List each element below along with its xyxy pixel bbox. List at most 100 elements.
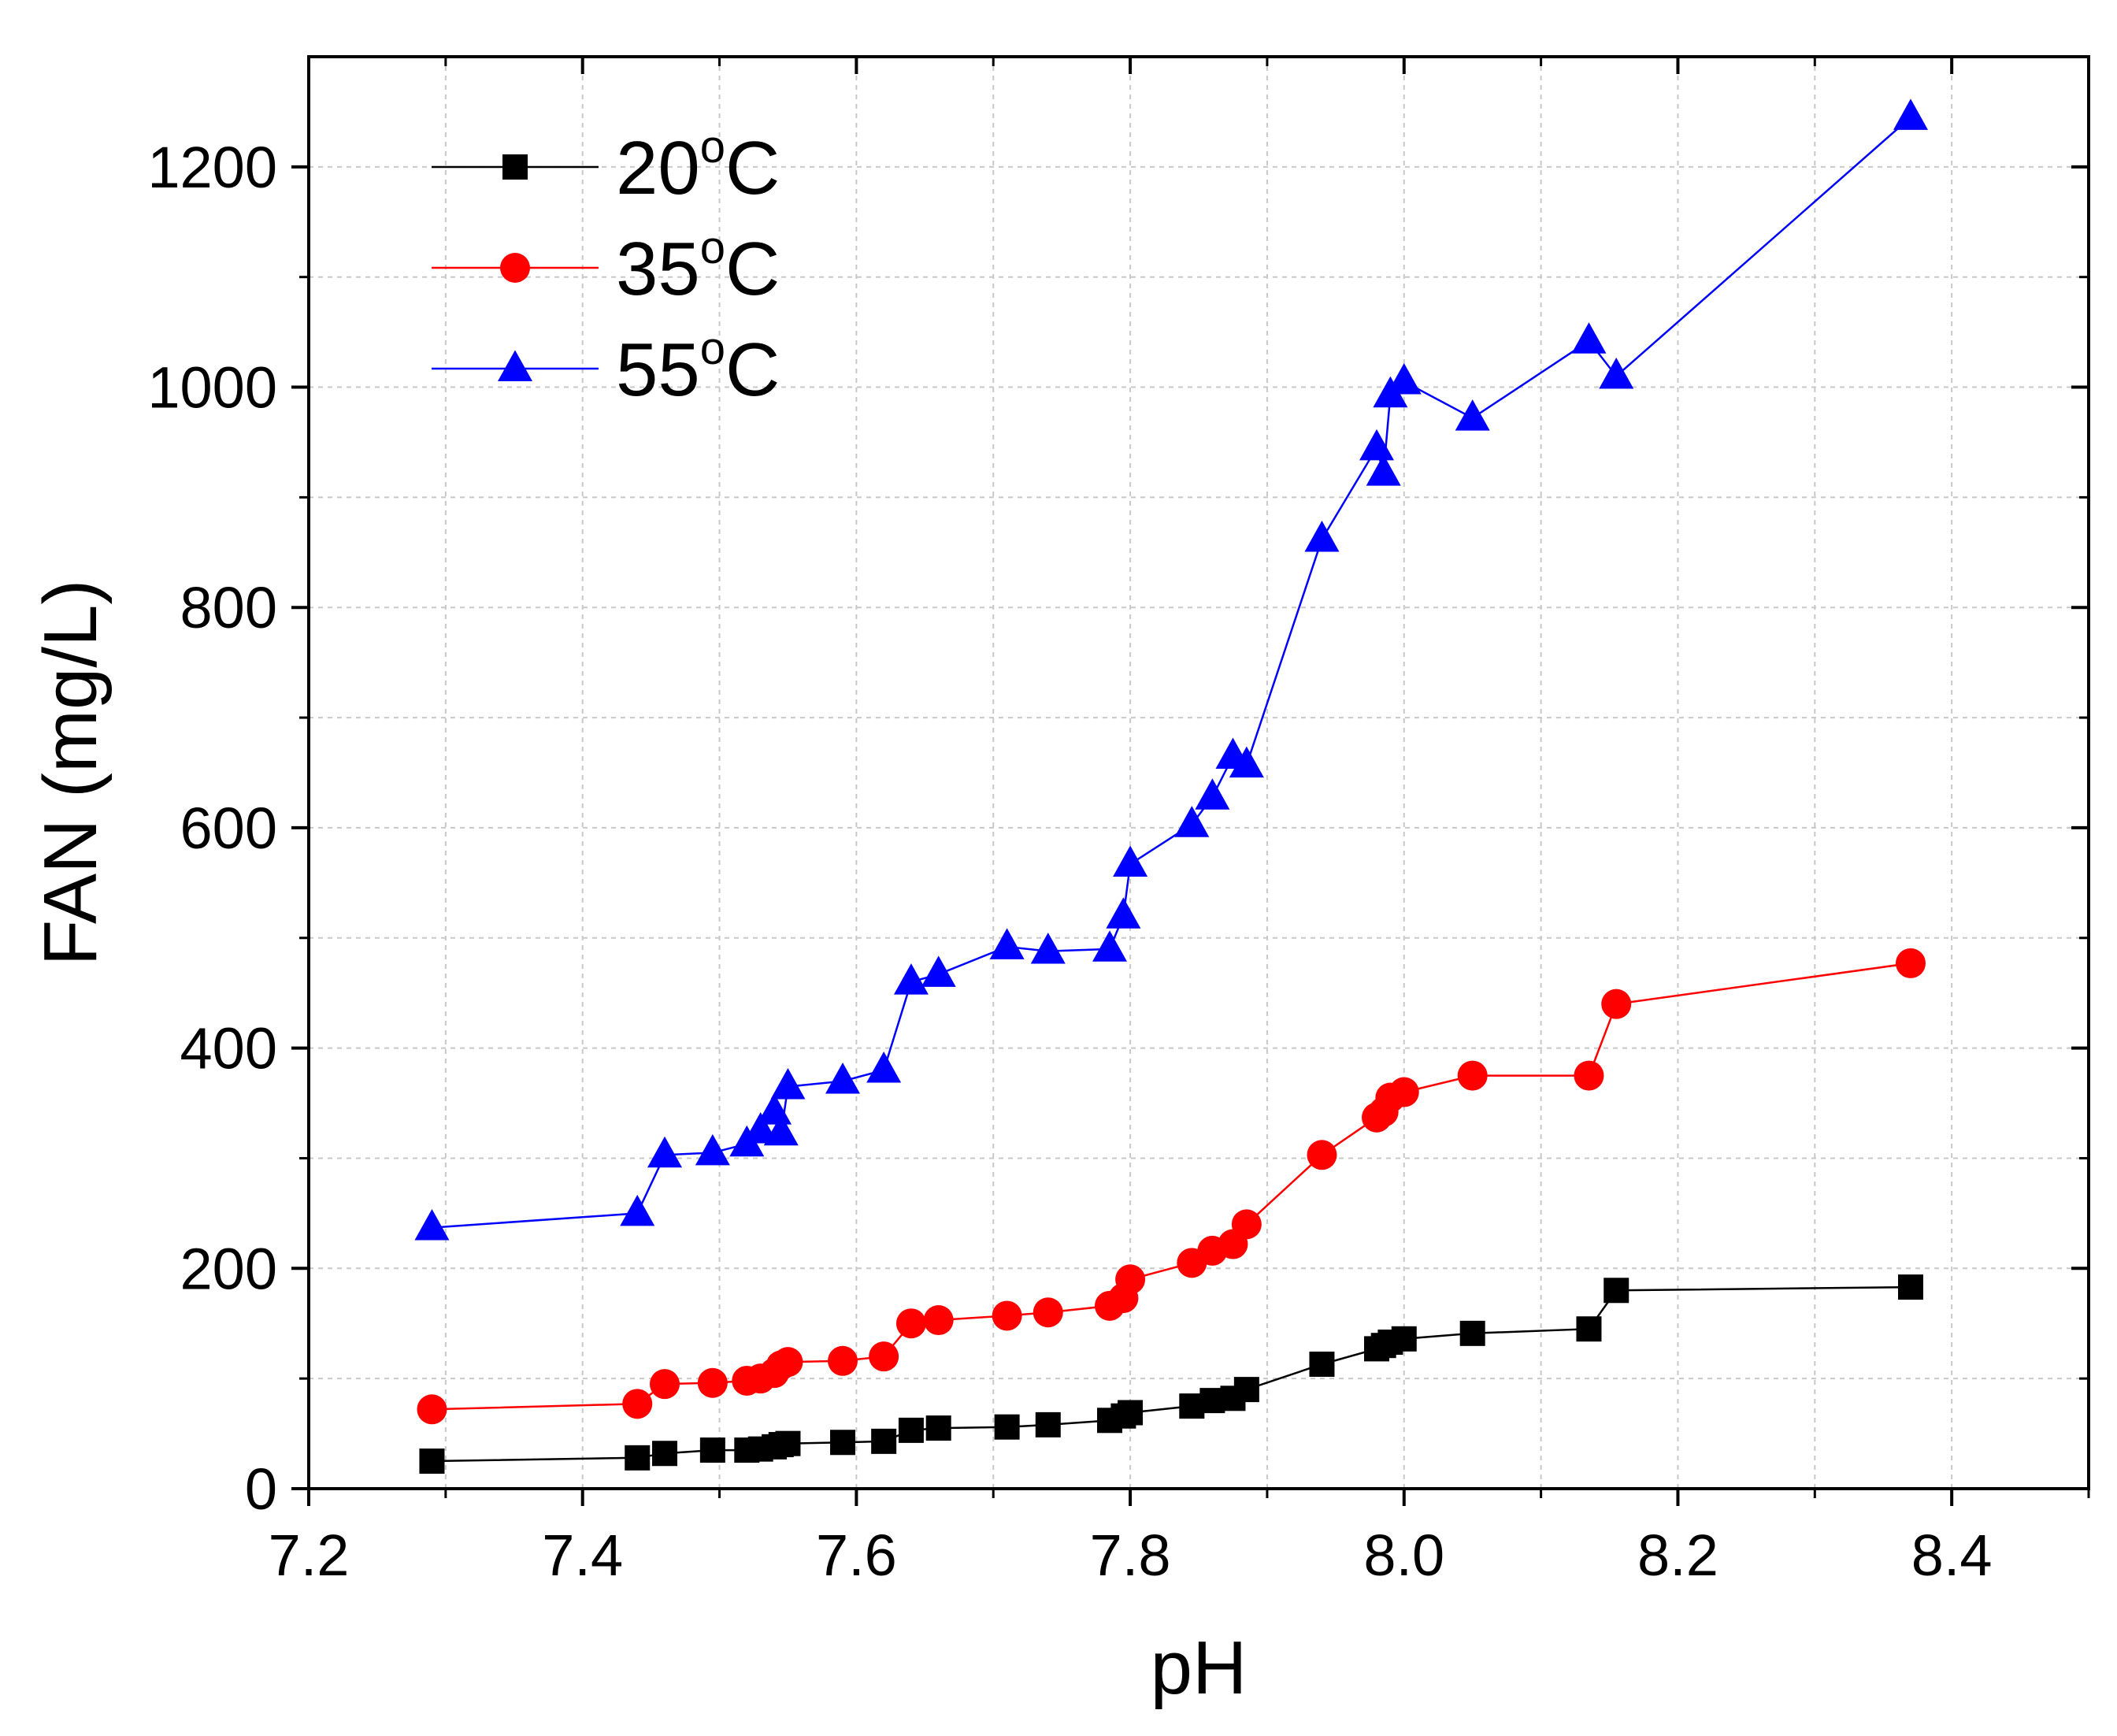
legend-item-20C: 20oC (432, 121, 780, 210)
data-point (869, 1341, 899, 1372)
y-tick-label: 400 (180, 1016, 277, 1081)
data-point (1118, 1400, 1144, 1426)
data-point (417, 1394, 447, 1425)
data-point (925, 1415, 951, 1441)
legend: 20oC 35oC 55oC (432, 121, 780, 412)
legend-label: 20oC (616, 121, 780, 210)
data-point (1388, 1077, 1419, 1107)
data-point (1309, 1351, 1335, 1377)
data-point (1195, 778, 1230, 810)
data-point (1455, 399, 1490, 431)
data-point (697, 1367, 728, 1398)
data-point (770, 1068, 806, 1100)
data-point (994, 1414, 1020, 1440)
data-point (1233, 1377, 1259, 1403)
data-point (652, 1441, 677, 1467)
data-point (1576, 1316, 1602, 1342)
data-point (1457, 1060, 1488, 1091)
y-tick-label: 200 (180, 1236, 277, 1301)
data-point (1366, 454, 1401, 486)
data-point (989, 928, 1025, 959)
data-point (695, 1133, 730, 1166)
legend-marker (500, 253, 530, 283)
legend-item-55C: 55oC (432, 323, 780, 412)
x-tick-label: 7.4 (542, 1523, 623, 1588)
y-axis-label: FAN (mg/L) (28, 580, 113, 966)
x-tick-label: 7.6 (816, 1523, 897, 1588)
data-point (1896, 948, 1926, 978)
y-tick-label: 1200 (147, 135, 277, 200)
plot-frame (307, 55, 2090, 1490)
data-point (893, 963, 929, 995)
data-point (699, 1437, 725, 1463)
data-point (625, 1445, 651, 1471)
x-tick-label: 7.2 (269, 1523, 350, 1588)
data-point (1574, 1060, 1604, 1091)
data-point (1035, 1411, 1061, 1437)
series-line (432, 962, 1911, 1411)
data-point (757, 1093, 792, 1125)
data-point (1391, 1326, 1417, 1352)
x-tick-label: 8.0 (1363, 1523, 1444, 1588)
data-point (1307, 1140, 1337, 1170)
data-point (622, 1389, 653, 1419)
data-point (1229, 746, 1264, 778)
data-point (1386, 362, 1422, 395)
data-point (743, 1111, 778, 1144)
series-55C (414, 98, 1928, 1241)
data-point (647, 1136, 682, 1168)
data-point (1893, 98, 1928, 130)
series-35C (417, 948, 1926, 1425)
series-20C (419, 1274, 1923, 1474)
data-point (1231, 1209, 1262, 1240)
data-point (763, 1114, 799, 1146)
data-point (871, 1428, 897, 1454)
y-tick-label: 800 (180, 575, 277, 640)
data-point (1359, 428, 1394, 461)
data-point (1599, 357, 1634, 389)
y-tick-label: 0 (245, 1456, 277, 1522)
data-point (895, 1308, 926, 1339)
legend-label: 55oC (616, 323, 780, 412)
data-point (1304, 520, 1340, 552)
plot-series (414, 98, 1928, 1474)
x-tick-label: 7.8 (1090, 1523, 1171, 1588)
data-point (1030, 932, 1066, 964)
data-point (1115, 1264, 1146, 1295)
data-point (898, 1417, 924, 1443)
data-point (992, 1300, 1022, 1331)
data-point (773, 1347, 803, 1378)
data-point (1604, 1278, 1629, 1304)
y-tick-label: 1000 (147, 355, 277, 421)
data-point (775, 1430, 801, 1456)
data-point (1092, 930, 1127, 962)
data-point (419, 1449, 445, 1474)
data-point (828, 1345, 858, 1376)
data-point (1106, 897, 1141, 929)
data-point (1033, 1297, 1063, 1328)
legend-label: 35oC (616, 222, 780, 311)
data-point (1113, 845, 1148, 877)
data-point (866, 1052, 902, 1083)
axes: 7.2 7.4 7.6 7.8 8.0 8.2 8.4 0 200 400 600 800 1000 12… (147, 57, 2090, 1588)
grid-lines (309, 57, 2089, 1489)
legend-marker (502, 154, 528, 180)
data-point (1571, 322, 1607, 354)
x-axis-label: pH (1151, 1626, 1248, 1710)
legend-marker (498, 350, 532, 381)
data-point (825, 1063, 860, 1094)
data-point (414, 1209, 450, 1241)
data-point (1459, 1320, 1485, 1346)
data-point (923, 1305, 954, 1336)
data-point (1174, 806, 1210, 837)
data-point (830, 1430, 855, 1456)
data-point (620, 1194, 655, 1226)
y-tick-label: 600 (180, 796, 277, 861)
data-point (921, 955, 956, 987)
data-point (650, 1369, 680, 1400)
data-point (1601, 989, 1632, 1019)
legend-item-35C: 35oC (432, 222, 780, 311)
x-tick-label: 8.2 (1637, 1523, 1718, 1588)
x-tick-label: 8.4 (1911, 1523, 1993, 1588)
